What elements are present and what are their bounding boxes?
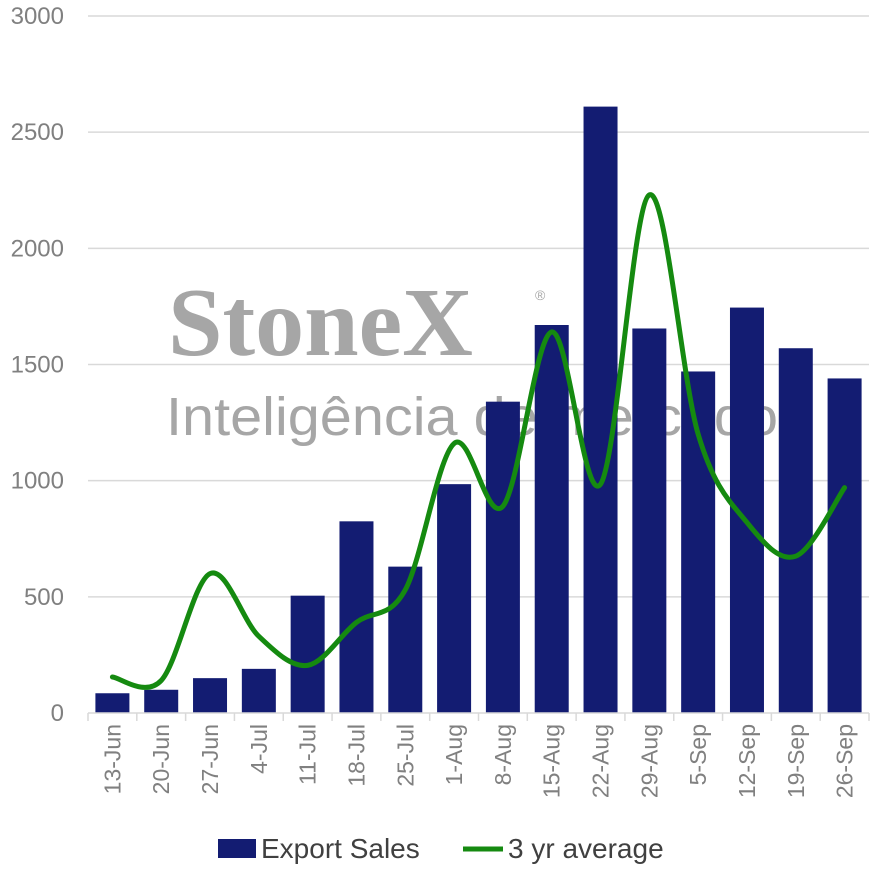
legend-export-sales-swatch	[218, 839, 256, 858]
x-tick-label: 5-Sep	[685, 724, 711, 785]
watermark-brand: StoneX	[168, 269, 473, 377]
y-tick-label: 1500	[11, 352, 64, 379]
x-tick-label: 13-Jun	[99, 724, 125, 794]
x-tick-label: 8-Aug	[490, 724, 516, 785]
legend-export-sales-label: Export Sales	[261, 833, 420, 864]
bar-export-sales	[193, 678, 228, 713]
bar-export-sales	[778, 348, 813, 713]
three-yr-average-line	[109, 192, 848, 690]
x-axis-labels: 13-Jun 20-Jun 27-Jun 4-Jul 11-Jul 18-Jul 25-Ju…	[99, 724, 857, 798]
watermark: StoneX ® Inteligência de mercado	[166, 269, 778, 447]
bar-export-sales	[95, 693, 130, 713]
y-tick-label: 0	[51, 700, 64, 727]
y-tick-label: 3000	[11, 3, 64, 30]
x-tick-label: 18-Jul	[343, 724, 369, 787]
x-tick-label: 26-Sep	[832, 724, 858, 798]
bar-export-sales	[437, 484, 472, 713]
legend-3yr-average-label: 3 yr average	[508, 833, 664, 864]
y-axis-ticks: 0 500 1000 1500 2000 2500 3000	[11, 3, 64, 727]
bar-export-sales	[485, 401, 520, 713]
x-tick-label: 20-Jun	[148, 724, 174, 794]
x-tick-label: 1-Aug	[441, 724, 467, 785]
x-tick-label: 22-Aug	[588, 724, 614, 798]
watermark-registered-mark: ®	[535, 287, 546, 303]
x-tick-label: 19-Sep	[783, 724, 809, 798]
watermark-tagline: Inteligência de mercado	[166, 387, 778, 447]
x-tick-label: 12-Sep	[734, 724, 760, 798]
x-tick-label: 29-Aug	[636, 724, 662, 798]
bar-export-sales	[681, 371, 716, 713]
x-tick-label: 11-Jul	[295, 724, 321, 785]
y-tick-label: 2000	[11, 235, 64, 262]
y-tick-label: 1000	[11, 468, 64, 495]
bar-export-sales	[290, 595, 325, 713]
x-tick-label: 15-Aug	[539, 724, 565, 798]
bar-export-sales	[827, 378, 862, 713]
x-tick-label: 25-Jul	[392, 724, 418, 787]
bar-export-sales	[241, 668, 276, 713]
y-tick-label: 2500	[11, 119, 64, 146]
legend: Export Sales 3 yr average	[218, 833, 664, 864]
x-axis-ticks	[87, 713, 870, 721]
x-tick-label: 27-Jun	[197, 724, 223, 794]
bar-export-sales	[632, 328, 667, 713]
x-tick-label: 4-Jul	[246, 724, 272, 774]
y-tick-label: 500	[24, 584, 64, 611]
bar-export-sales	[583, 106, 618, 714]
bar-export-sales	[534, 325, 569, 713]
bar-export-sales	[144, 689, 179, 713]
line-3yr-average	[109, 192, 848, 690]
